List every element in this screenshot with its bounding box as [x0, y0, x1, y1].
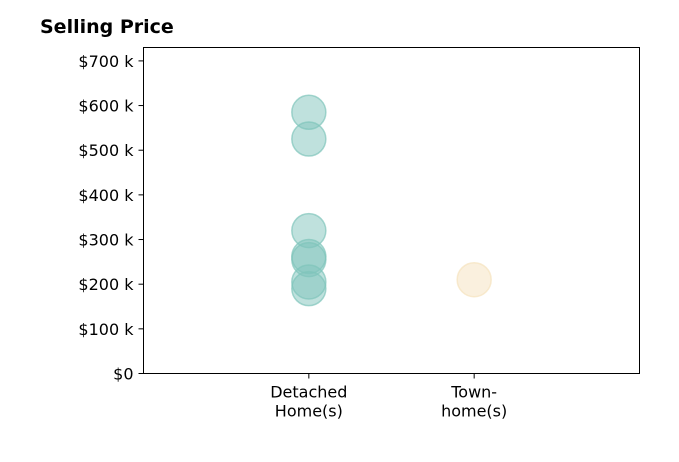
- data-point: [291, 270, 327, 307]
- x-tick-label: Town-home(s): [441, 383, 507, 421]
- y-tick-label: $0: [113, 365, 133, 384]
- y-tick-label: $500 k: [78, 141, 134, 160]
- y-tick-label: $200 k: [78, 275, 134, 294]
- data-point: [456, 261, 492, 298]
- y-tick-label: $700 k: [78, 52, 134, 71]
- y-axis: $0 $100 k $200 k $300 k $400 k $500 k $600 k $7…: [78, 52, 144, 384]
- data-point: [291, 121, 327, 157]
- chart-title: Selling Price: [40, 16, 174, 38]
- x-tick-label: Detached Home(s): [270, 383, 347, 421]
- y-tick-label: $100 k: [78, 320, 134, 339]
- data-points: [291, 94, 492, 307]
- y-tick-label: $400 k: [78, 186, 134, 205]
- y-tick-label: $300 k: [78, 231, 134, 250]
- x-axis: Detached Home(s) Town-home(s): [270, 373, 507, 421]
- plot-frame: [143, 47, 640, 374]
- y-tick-label: $600 k: [78, 97, 134, 116]
